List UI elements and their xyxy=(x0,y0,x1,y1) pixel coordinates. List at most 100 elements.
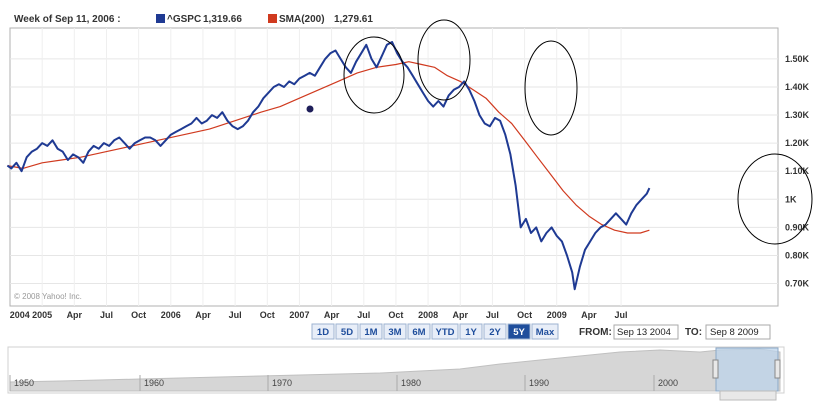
navigator-selection[interactable] xyxy=(715,347,779,392)
range-button-1m[interactable]: 1M xyxy=(359,323,383,340)
range-button-2y[interactable]: 2Y xyxy=(483,323,507,340)
range-button-bg xyxy=(359,323,383,340)
navigator-tick-label: 1950 xyxy=(14,378,34,388)
series-layer xyxy=(6,41,651,291)
x-tick-label: Oct xyxy=(131,310,146,320)
x-tick-label: Apr xyxy=(453,310,469,320)
range-button-label: 1M xyxy=(364,327,377,338)
x-tick-label: Jul xyxy=(100,310,113,320)
x-tick-label: Apr xyxy=(195,310,211,320)
current-week-marker xyxy=(306,105,314,113)
range-button-1y[interactable]: 1Y xyxy=(459,323,483,340)
x-tick-label: 2007 xyxy=(289,310,309,320)
navigator-tick-label: 1980 xyxy=(401,378,421,388)
y-axis: 0.70K 0.80K 0.90K 1K 1.10K 1.20K 1.30K 1.40K 1.5… xyxy=(785,54,810,289)
series-line-sma200 xyxy=(7,61,650,234)
range-button-5y[interactable]: 5Y xyxy=(507,323,531,340)
y-tick-label: 1.10K xyxy=(785,166,810,176)
x-tick-label: Jul xyxy=(357,310,370,320)
navigator-tick-label: 1960 xyxy=(144,378,164,388)
x-tick-label: 2005 xyxy=(32,310,52,320)
x-tick-label: Apr xyxy=(67,310,83,320)
range-button-label: YTD xyxy=(436,327,455,338)
range-navigator[interactable]: 1950 1960 1970 1980 1990 2000 xyxy=(7,346,785,401)
range-button-5d[interactable]: 5D xyxy=(335,323,359,340)
x-tick-label: Oct xyxy=(388,310,403,320)
range-button-label: 1Y xyxy=(465,327,477,338)
series-line-gspc xyxy=(6,41,651,291)
from-date-value: Sep 13 2004 xyxy=(617,327,671,338)
x-tick-label: 2009 xyxy=(547,310,567,320)
y-tick-label: 1.30K xyxy=(785,110,810,120)
y-tick-label: 0.80K xyxy=(785,250,810,260)
range-button-label: Max xyxy=(536,327,555,338)
to-label: TO: xyxy=(685,327,702,338)
x-tick-label: Apr xyxy=(581,310,597,320)
range-button-label: 6M xyxy=(412,327,425,338)
x-tick-label: Apr xyxy=(324,310,340,320)
y-tick-label: 0.90K xyxy=(785,222,810,232)
range-button-label: 3M xyxy=(388,327,401,338)
annotation-circle-1 xyxy=(343,36,405,114)
x-tick-label: 2008 xyxy=(418,310,438,320)
annotation-circle-4 xyxy=(737,153,813,245)
legend-series2-name: SMA(200) xyxy=(279,14,325,25)
annotation-circles xyxy=(343,19,813,245)
range-button-bg xyxy=(483,323,507,340)
legend: Week of Sep 11, 2006 : ^GSPC 1,319.66 SM… xyxy=(14,14,373,25)
navigator-left-handle[interactable] xyxy=(712,359,719,379)
from-label: FROM: xyxy=(579,327,612,338)
range-button-bg xyxy=(431,323,459,340)
navigator-scrollbar[interactable] xyxy=(719,390,777,401)
range-buttons: 1D 5D 1M 3M 6M YTD 1Y 2Y 5Y Max xyxy=(311,323,559,340)
y-tick-label: 1.20K xyxy=(785,138,810,148)
navigator-tick-label: 1970 xyxy=(272,378,292,388)
range-button-max[interactable]: Max xyxy=(531,323,559,340)
y-tick-label: 1.40K xyxy=(785,82,810,92)
copyright-text: © 2008 Yahoo! Inc. xyxy=(14,292,82,301)
range-button-label: 5Y xyxy=(513,327,525,338)
range-button-bg xyxy=(311,323,335,340)
range-button-bg xyxy=(335,323,359,340)
annotation-circle-2 xyxy=(417,19,471,101)
range-button-ytd[interactable]: YTD xyxy=(431,323,459,340)
legend-series1-name: ^GSPC xyxy=(167,14,201,25)
legend-swatch-sma xyxy=(268,14,277,23)
range-button-bg xyxy=(507,323,531,340)
gridlines xyxy=(10,28,778,306)
x-tick-label: Jul xyxy=(486,310,499,320)
from-date-input[interactable] xyxy=(613,324,679,340)
x-axis: 2004 2005 Apr Jul Oct 2006 Apr Jul Oct 2007 Apr Jul… xyxy=(10,310,628,320)
navigator-tick-label: 1990 xyxy=(529,378,549,388)
range-button-bg xyxy=(407,323,431,340)
y-tick-label: 1K xyxy=(785,194,797,204)
x-tick-label: 2004 xyxy=(10,310,30,320)
range-button-bg xyxy=(459,323,483,340)
x-tick-label: Jul xyxy=(615,310,628,320)
to-date-value: Sep 8 2009 xyxy=(710,327,759,338)
range-button-bg xyxy=(531,323,559,340)
x-tick-label: Jul xyxy=(229,310,242,320)
x-tick-label: 2006 xyxy=(161,310,181,320)
y-tick-label: 0.70K xyxy=(785,279,810,289)
legend-series2-value: 1,279.61 xyxy=(334,14,373,25)
legend-week-label: Week of Sep 11, 2006 : xyxy=(14,14,121,25)
range-button-label: 5D xyxy=(341,327,353,338)
navigator-tick-label: 2000 xyxy=(658,378,678,388)
plot-area xyxy=(9,27,779,307)
x-tick-label: Oct xyxy=(260,310,275,320)
range-button-label: 2Y xyxy=(489,327,501,338)
legend-swatch-gspc xyxy=(156,14,165,23)
range-button-3m[interactable]: 3M xyxy=(383,323,407,340)
x-tick-label: Oct xyxy=(517,310,532,320)
range-button-6m[interactable]: 6M xyxy=(407,323,431,340)
to-date-input[interactable] xyxy=(705,324,771,340)
y-tick-label: 1.50K xyxy=(785,54,810,64)
navigator-right-handle[interactable] xyxy=(774,359,781,379)
range-button-1d[interactable]: 1D xyxy=(311,323,335,340)
legend-series1-value: 1,319.66 xyxy=(203,14,242,25)
annotation-circle-3 xyxy=(524,40,578,136)
navigator-ticks: 1950 1960 1970 1980 1990 2000 xyxy=(9,375,678,391)
range-button-label: 1D xyxy=(317,327,329,338)
